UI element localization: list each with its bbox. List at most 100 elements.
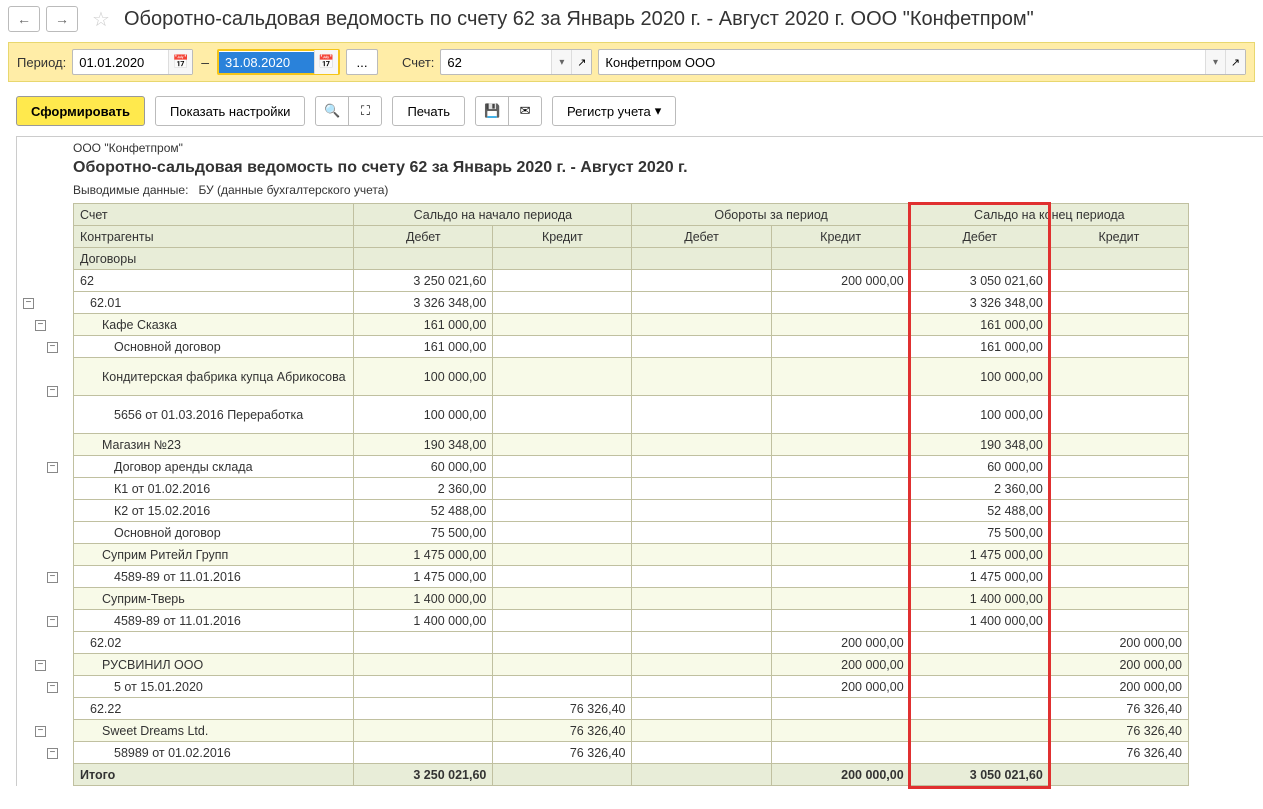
date-to-input[interactable] — [219, 52, 314, 73]
generate-button[interactable]: Сформировать — [16, 96, 145, 126]
date-separator: – — [201, 54, 209, 70]
total-label: Итого — [74, 764, 354, 786]
account-wrap: ▾ ↗ — [440, 49, 592, 75]
print-button[interactable]: Печать — [392, 96, 465, 126]
row-value — [771, 610, 910, 632]
date-from-input[interactable] — [73, 52, 168, 73]
tree-toggle[interactable]: − — [47, 342, 58, 353]
table-row: 58989 от 01.02.201676 326,4076 326,40 — [74, 742, 1189, 764]
row-value — [493, 588, 632, 610]
tree-toggle[interactable]: − — [47, 572, 58, 583]
row-value — [632, 610, 771, 632]
tree-toggle[interactable]: − — [47, 682, 58, 693]
row-value — [1049, 544, 1188, 566]
total-value: 3 250 021,60 — [354, 764, 493, 786]
row-value — [632, 314, 771, 336]
favorite-star-icon[interactable]: ☆ — [92, 7, 110, 32]
row-value — [1049, 270, 1188, 292]
row-value — [354, 742, 493, 764]
row-value: 60 000,00 — [910, 456, 1049, 478]
row-value — [632, 270, 771, 292]
org-open-icon[interactable]: ↗ — [1225, 50, 1245, 74]
total-value: 3 050 021,60 — [910, 764, 1049, 786]
tree-toggle[interactable]: − — [23, 298, 34, 309]
tree-toggle[interactable]: − — [47, 748, 58, 759]
nav-forward-button[interactable]: → — [46, 6, 78, 32]
row-value — [493, 478, 632, 500]
row-value: 76 326,40 — [1049, 742, 1188, 764]
row-label: Суприм Ритейл Групп — [74, 544, 354, 566]
account-input[interactable] — [441, 52, 551, 73]
tree-toggle[interactable]: − — [47, 462, 58, 473]
row-value — [1049, 566, 1188, 588]
date-from-calendar-icon[interactable]: 📅 — [168, 50, 192, 74]
register-button[interactable]: Регистр учета ▾ — [552, 96, 676, 126]
table-row: 4589-89 от 11.01.20161 475 000,001 475 0… — [74, 566, 1189, 588]
total-value — [632, 764, 771, 786]
email-button[interactable]: ✉ — [508, 96, 542, 126]
report-container: ООО "Конфетпром" Оборотно-сальдовая ведо… — [16, 136, 1263, 786]
row-value: 2 360,00 — [354, 478, 493, 500]
tree-toggle[interactable]: − — [35, 660, 46, 671]
row-value: 200 000,00 — [771, 654, 910, 676]
table-row: К2 от 15.02.201652 488,0052 488,00 — [74, 500, 1189, 522]
row-value — [1049, 456, 1188, 478]
row-value: 1 475 000,00 — [910, 544, 1049, 566]
expand-button[interactable]: ⛶ — [348, 96, 382, 126]
row-value: 200 000,00 — [1049, 676, 1188, 698]
account-open-icon[interactable]: ↗ — [571, 50, 591, 74]
period-label: Период: — [17, 55, 66, 70]
tree-toggle[interactable]: − — [47, 616, 58, 627]
row-label: К2 от 15.02.2016 — [74, 500, 354, 522]
show-settings-button[interactable]: Показать настройки — [155, 96, 305, 126]
row-value — [1049, 478, 1188, 500]
th-saldo-end: Сальдо на конец периода — [910, 204, 1188, 226]
row-value — [771, 434, 910, 456]
row-value: 3 050 021,60 — [910, 270, 1049, 292]
report-title: Оборотно-сальдовая ведомость по счету 62… — [17, 157, 1263, 181]
row-value: 3 326 348,00 — [910, 292, 1049, 314]
row-value — [493, 654, 632, 676]
row-label: Sweet Dreams Ltd. — [74, 720, 354, 742]
account-dropdown-icon[interactable]: ▾ — [551, 50, 571, 74]
row-value — [910, 632, 1049, 654]
row-value — [632, 500, 771, 522]
th-turnover: Обороты за период — [632, 204, 910, 226]
tree-toggle[interactable]: − — [47, 386, 58, 397]
row-value — [493, 314, 632, 336]
th-contracts: Договоры — [74, 248, 354, 270]
row-value — [493, 522, 632, 544]
row-label: Основной договор — [74, 336, 354, 358]
row-value — [493, 456, 632, 478]
row-value — [771, 566, 910, 588]
row-value: 200 000,00 — [771, 676, 910, 698]
row-value: 2 360,00 — [910, 478, 1049, 500]
table-row: 62.013 326 348,003 326 348,00 — [74, 292, 1189, 314]
row-value — [632, 396, 771, 434]
tree-toggle[interactable]: − — [35, 726, 46, 737]
find-button[interactable]: 🔍 — [315, 96, 349, 126]
row-value — [910, 654, 1049, 676]
row-value — [493, 632, 632, 654]
row-value — [1049, 396, 1188, 434]
row-value — [493, 358, 632, 396]
period-select-button[interactable]: ... — [346, 49, 378, 75]
row-value: 161 000,00 — [354, 336, 493, 358]
row-value: 161 000,00 — [910, 314, 1049, 336]
nav-back-button[interactable]: ← — [8, 6, 40, 32]
tree-toggle[interactable]: − — [35, 320, 46, 331]
row-value — [771, 742, 910, 764]
row-value: 100 000,00 — [354, 396, 493, 434]
row-value — [493, 676, 632, 698]
org-dropdown-icon[interactable]: ▾ — [1205, 50, 1225, 74]
date-to-calendar-icon[interactable]: 📅 — [314, 50, 338, 74]
date-to-wrap: 📅 — [217, 49, 340, 75]
row-value — [493, 292, 632, 314]
save-button[interactable]: 💾 — [475, 96, 509, 126]
row-value — [493, 396, 632, 434]
total-value: 200 000,00 — [771, 764, 910, 786]
org-input[interactable] — [599, 52, 1205, 73]
row-value: 200 000,00 — [1049, 654, 1188, 676]
row-value — [632, 588, 771, 610]
row-value — [632, 720, 771, 742]
